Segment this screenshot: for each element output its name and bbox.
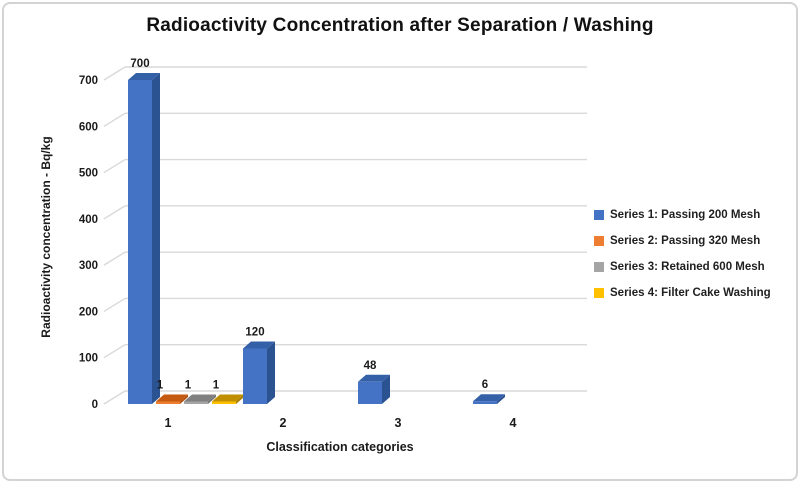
axis-depth-diagonal	[103, 205, 126, 220]
legend-swatch-series3	[594, 261, 604, 272]
bar-top-s1-c3	[358, 374, 390, 382]
bar-side-s4-c1	[236, 394, 244, 404]
data-label-s2-c1: 1	[157, 380, 164, 392]
chart-legend: Series 1: Passing 200 Mesh Series 2: Pass…	[594, 205, 771, 302]
bar-front-s1-c3	[358, 381, 382, 404]
bar-front-s3-c1	[184, 401, 208, 404]
data-label-s1-c3: 48	[364, 360, 377, 372]
legend-item-series2: Series 2: Passing 320 Mesh	[594, 231, 771, 250]
x-category-label-4: 4	[510, 416, 517, 430]
data-label-s1-c2: 120	[245, 326, 264, 338]
bar-top-s1-c4	[473, 394, 505, 402]
bar-side-s1-c2	[267, 341, 275, 404]
y-tick-label: 0	[92, 399, 98, 411]
legend-swatch-series4	[594, 287, 604, 298]
x-category-label-2: 2	[280, 416, 287, 430]
axis-depth-diagonal	[103, 297, 126, 313]
y-tick-label: 700	[79, 75, 98, 87]
legend-swatch-series2	[594, 235, 604, 246]
y-tick-label: 600	[79, 121, 98, 133]
axis-depth-diagonal	[103, 390, 126, 405]
y-tick-label: 400	[79, 214, 98, 226]
bar-front-s1-c2	[243, 348, 267, 404]
legend-item-series4: Series 4: Filter Cake Washing	[594, 283, 771, 302]
bar-top-s4-c1	[212, 394, 244, 402]
y-tick-label: 200	[79, 306, 98, 318]
axis-depth-diagonal	[103, 344, 126, 359]
legend-swatch-series1	[594, 209, 604, 220]
y-tick-label: 100	[79, 353, 98, 365]
legend-item-series1: Series 1: Passing 200 Mesh	[594, 205, 771, 224]
y-tick-label: 300	[79, 260, 98, 272]
bar-front-s2-c1	[156, 401, 180, 404]
legend-label-series2: Series 2: Passing 320 Mesh	[610, 234, 761, 247]
bar-front-s1-c1	[128, 80, 152, 404]
bar-top-s2-c1	[156, 394, 188, 402]
bar-top-s1-c1	[128, 73, 160, 80]
bar-side-s1-c3	[382, 374, 390, 404]
data-label-s1-c4: 6	[482, 379, 488, 391]
bar-side-s3-c1	[208, 394, 216, 404]
axis-depth-diagonal	[103, 251, 126, 266]
bar-front-s4-c1	[212, 401, 236, 404]
bar-front-s1-c4	[473, 401, 497, 404]
legend-label-series4: Series 4: Filter Cake Washing	[610, 286, 771, 299]
x-category-label-1: 1	[165, 416, 172, 430]
bar-side-s2-c1	[180, 394, 188, 404]
x-axis-title: Classification categories	[266, 440, 414, 454]
axis-depth-diagonal	[103, 158, 126, 174]
chart-title: Radioactivity Concentration after Separa…	[146, 15, 654, 36]
bar-side-s1-c4	[497, 394, 505, 404]
bar-top-s3-c1	[184, 394, 216, 402]
data-label-s3-c1: 1	[185, 380, 192, 392]
bar-top-s1-c2	[243, 341, 275, 349]
bar-side-s1-c1	[152, 73, 160, 404]
data-label-s1-c1: 700	[130, 58, 149, 70]
legend-label-series3: Series 3: Retained 600 Mesh	[610, 260, 765, 273]
legend-label-series1: Series 1: Passing 200 Mesh	[610, 208, 761, 221]
x-category-label-3: 3	[395, 416, 402, 430]
axis-depth-diagonal	[103, 66, 126, 81]
legend-item-series3: Series 3: Retained 600 Mesh	[594, 257, 771, 276]
y-tick-label: 500	[79, 168, 98, 180]
data-label-s4-c1: 1	[213, 380, 220, 392]
axis-depth-diagonal	[103, 112, 126, 127]
